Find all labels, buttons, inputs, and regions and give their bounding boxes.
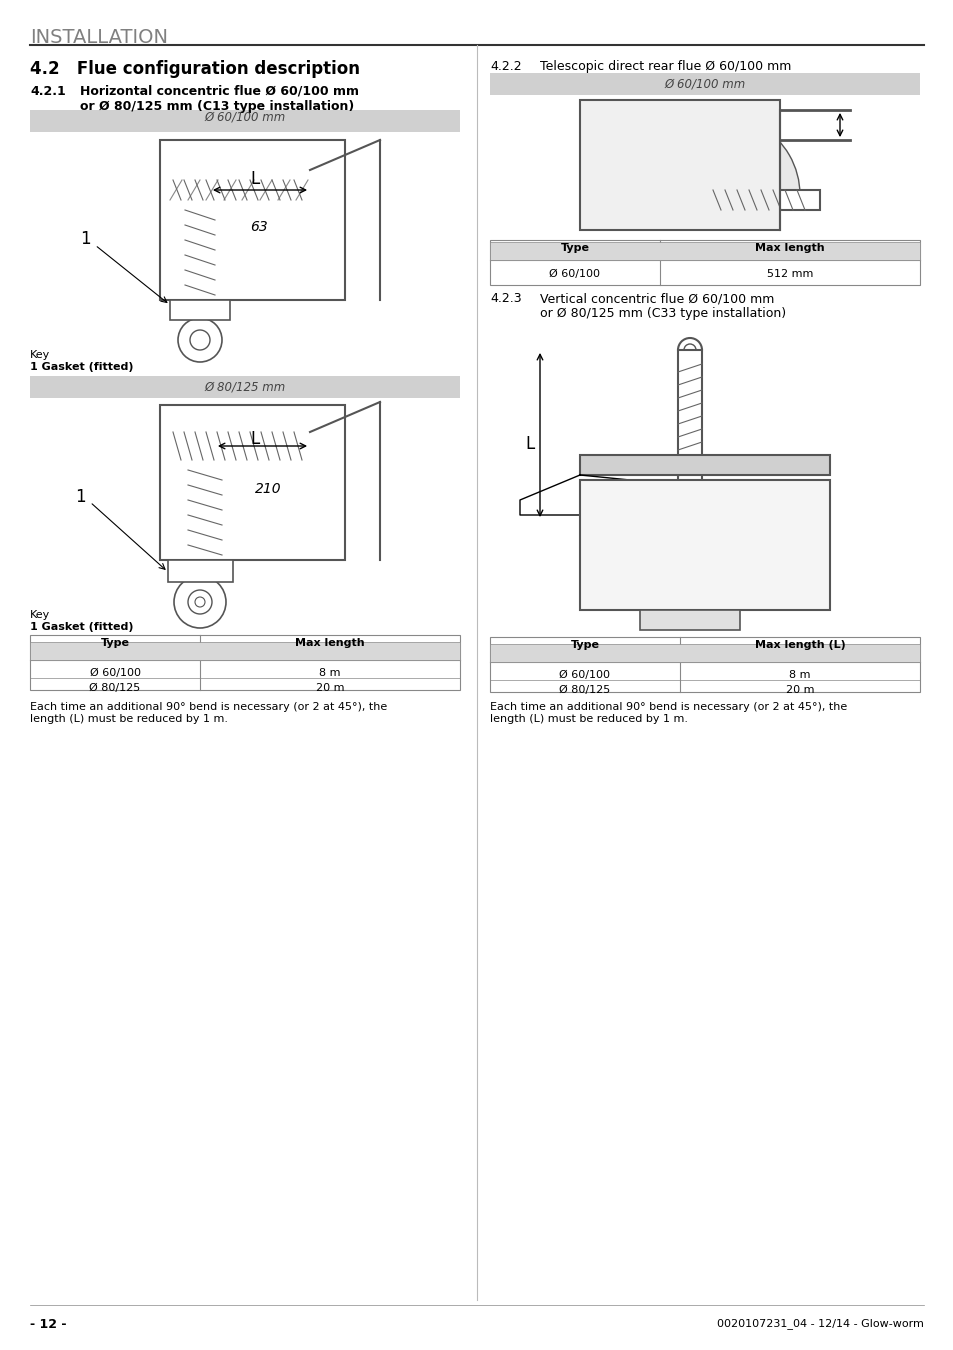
Text: 4.2   Flue configuration description: 4.2 Flue configuration description [30, 59, 359, 78]
Circle shape [178, 319, 222, 362]
Circle shape [194, 597, 205, 608]
Bar [579, 455, 829, 475]
Bar [160, 140, 345, 300]
Text: Ø 60/100: Ø 60/100 [549, 269, 599, 279]
Bar [188, 460, 222, 560]
Text: Ø 60/100: Ø 60/100 [558, 670, 610, 680]
Bar [30, 377, 459, 398]
Bar [639, 610, 740, 630]
Text: - 12 -: - 12 - [30, 1318, 67, 1331]
Circle shape [173, 576, 226, 628]
Circle shape [683, 344, 696, 356]
Text: 210: 210 [254, 482, 281, 495]
Text: 512 mm: 512 mm [766, 269, 812, 279]
Text: Type: Type [560, 243, 589, 252]
Text: Ø 60/100 mm: Ø 60/100 mm [204, 111, 285, 123]
Text: INSTALLATION: INSTALLATION [30, 28, 168, 47]
Text: Type: Type [100, 639, 130, 648]
Circle shape [678, 338, 701, 362]
Text: 4.2.1: 4.2.1 [30, 85, 66, 99]
Bar [170, 300, 230, 320]
Text: 1 Gasket (fitted): 1 Gasket (fitted) [30, 362, 133, 373]
Text: 4.2.3: 4.2.3 [490, 292, 521, 305]
Text: Max length: Max length [294, 639, 364, 648]
Text: 20 m: 20 m [315, 683, 344, 693]
Text: 1 Gasket (fitted): 1 Gasket (fitted) [30, 622, 133, 632]
Bar [579, 481, 829, 610]
Bar [579, 100, 780, 230]
Bar [678, 350, 701, 520]
Text: 1: 1 [75, 487, 86, 506]
Text: 8 m: 8 m [319, 668, 340, 678]
Text: Ø 60/100: Ø 60/100 [90, 668, 140, 678]
Text: Ø 60/100 mm: Ø 60/100 mm [663, 77, 745, 90]
Text: Vertical concentric flue Ø 60/100 mm
or Ø 80/125 mm (C33 type installation): Vertical concentric flue Ø 60/100 mm or … [539, 292, 785, 320]
Text: Telescopic direct rear flue Ø 60/100 mm: Telescopic direct rear flue Ø 60/100 mm [539, 59, 791, 73]
Bar [673, 580, 705, 620]
Text: Each time an additional 90° bend is necessary (or 2 at 45°), the
length (L) must: Each time an additional 90° bend is nece… [30, 702, 387, 724]
Bar [490, 637, 919, 693]
Bar [170, 432, 310, 460]
Text: Ø 80/125: Ø 80/125 [558, 684, 610, 695]
Circle shape [190, 329, 210, 350]
Bar [490, 644, 919, 662]
Text: 63: 63 [250, 220, 268, 234]
Wedge shape [720, 126, 800, 194]
Text: 1: 1 [80, 230, 91, 248]
Bar [490, 73, 919, 95]
Text: Key: Key [30, 350, 51, 360]
Text: Horizontal concentric flue Ø 60/100 mm
or Ø 80/125 mm (C13 type installation): Horizontal concentric flue Ø 60/100 mm o… [80, 85, 358, 113]
Text: Max length (L): Max length (L) [754, 640, 844, 649]
Bar [490, 242, 919, 261]
Text: Ø 80/125: Ø 80/125 [90, 683, 140, 693]
Bar [490, 240, 919, 285]
Bar [30, 634, 459, 690]
Text: L: L [250, 170, 259, 188]
Bar [170, 180, 310, 202]
Text: 20 m: 20 m [785, 684, 814, 695]
Circle shape [188, 590, 212, 614]
Text: Ø 80/125 mm: Ø 80/125 mm [204, 381, 285, 393]
Text: Max length: Max length [755, 243, 824, 252]
Bar [709, 190, 820, 211]
Text: Type: Type [570, 640, 598, 649]
Bar [30, 643, 459, 660]
Bar [30, 109, 459, 132]
Text: 4.2.2: 4.2.2 [490, 59, 521, 73]
Text: Key: Key [30, 610, 51, 620]
Text: L: L [250, 431, 259, 448]
Bar [168, 560, 233, 582]
Bar [160, 405, 345, 560]
Text: Each time an additional 90° bend is necessary (or 2 at 45°), the
length (L) must: Each time an additional 90° bend is nece… [490, 702, 846, 724]
Text: 8 m: 8 m [788, 670, 810, 680]
Text: L: L [525, 435, 534, 454]
Bar [185, 200, 214, 300]
Text: 0020107231_04 - 12/14 - Glow-worm: 0020107231_04 - 12/14 - Glow-worm [717, 1318, 923, 1328]
